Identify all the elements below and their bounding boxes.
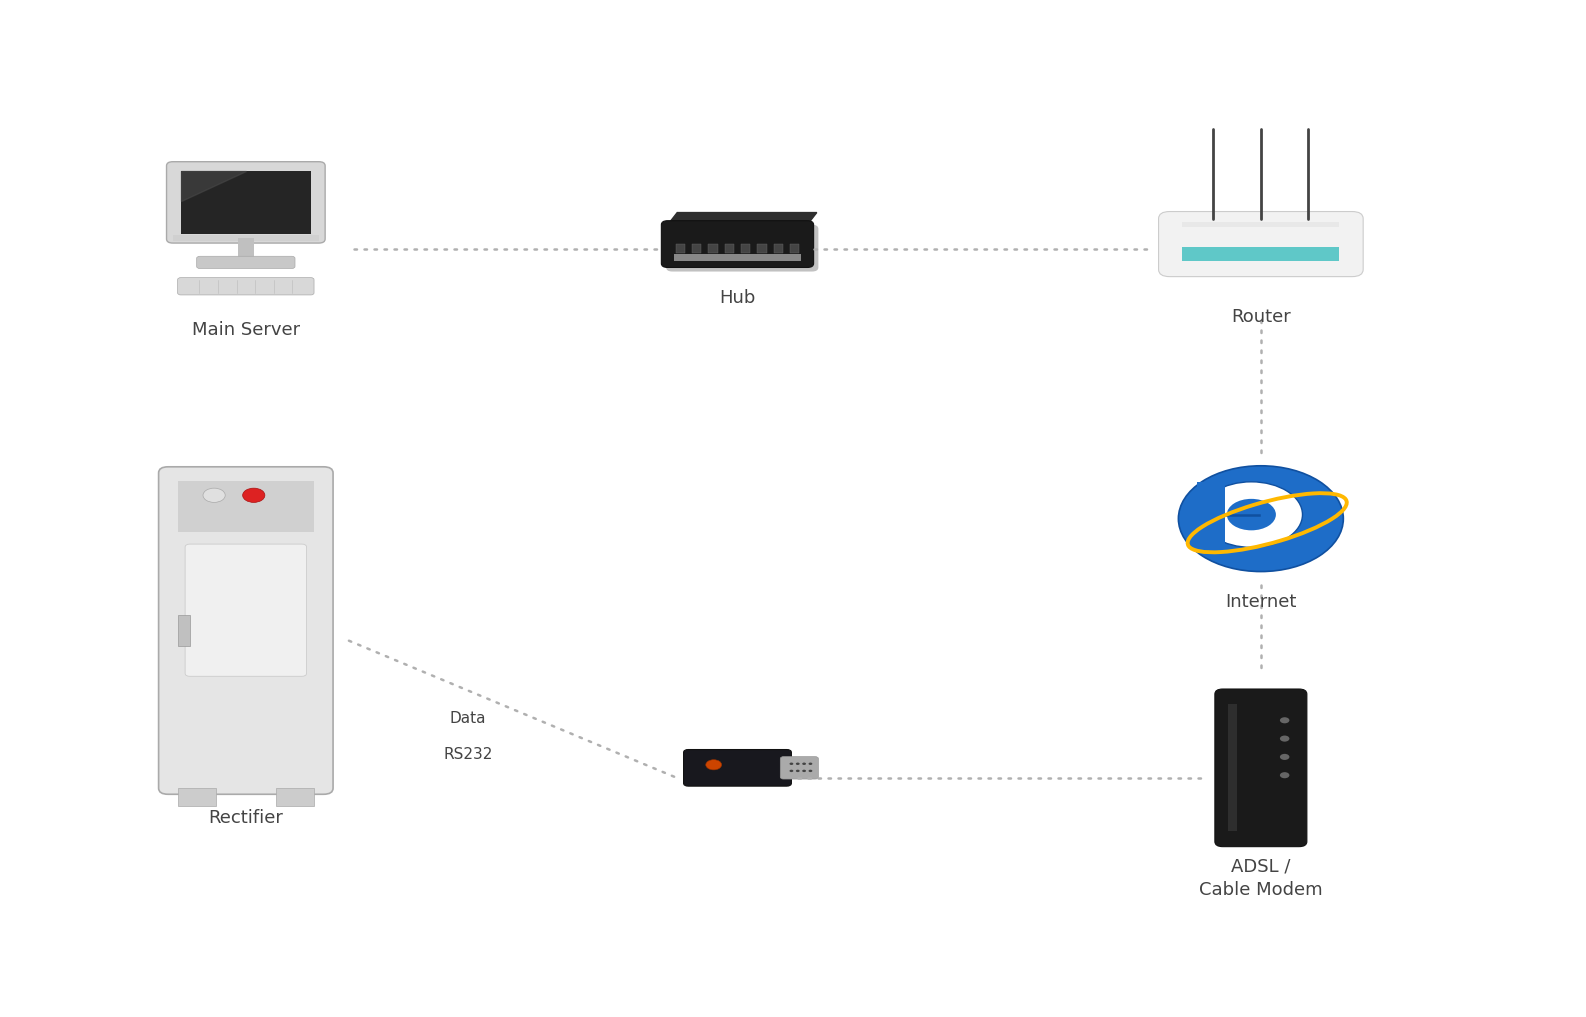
Circle shape	[790, 763, 793, 765]
FancyBboxPatch shape	[186, 544, 306, 676]
Circle shape	[1280, 754, 1289, 760]
Circle shape	[790, 770, 793, 772]
Text: Router: Router	[1231, 308, 1291, 326]
Bar	[774, 244, 783, 253]
Bar	[790, 244, 799, 253]
Circle shape	[1280, 772, 1289, 778]
Circle shape	[803, 763, 806, 765]
FancyBboxPatch shape	[159, 467, 333, 794]
Circle shape	[796, 763, 799, 765]
Bar	[1183, 222, 1339, 227]
Circle shape	[243, 488, 265, 502]
Bar	[178, 481, 314, 532]
Bar	[741, 244, 750, 253]
Circle shape	[796, 770, 799, 772]
Text: Data: Data	[449, 711, 487, 726]
Text: Internet: Internet	[1224, 593, 1297, 611]
Bar	[181, 171, 311, 234]
Bar	[276, 788, 314, 806]
Text: RS232: RS232	[442, 747, 493, 763]
Circle shape	[809, 770, 812, 772]
Polygon shape	[668, 213, 817, 225]
Bar	[757, 244, 766, 253]
Bar	[709, 244, 718, 253]
Circle shape	[809, 763, 812, 765]
Bar	[1228, 704, 1237, 832]
Bar	[178, 788, 216, 806]
Text: ADSL /
Cable Modem: ADSL / Cable Modem	[1199, 857, 1323, 899]
FancyBboxPatch shape	[684, 750, 791, 786]
FancyBboxPatch shape	[167, 162, 325, 243]
Circle shape	[706, 760, 722, 770]
FancyBboxPatch shape	[1215, 690, 1307, 846]
Bar	[1197, 482, 1224, 547]
FancyBboxPatch shape	[178, 278, 314, 295]
Bar	[1183, 247, 1339, 261]
Bar	[173, 235, 319, 241]
FancyBboxPatch shape	[661, 221, 814, 267]
Text: Hub: Hub	[720, 289, 755, 307]
Circle shape	[1201, 482, 1302, 547]
Polygon shape	[181, 171, 246, 201]
Bar	[691, 244, 701, 253]
FancyBboxPatch shape	[780, 757, 818, 779]
Bar	[674, 254, 801, 261]
Text: Rectifier: Rectifier	[208, 809, 284, 827]
FancyBboxPatch shape	[1158, 212, 1364, 277]
Text: Main Server: Main Server	[192, 321, 300, 340]
Bar	[676, 244, 685, 253]
Circle shape	[1280, 735, 1289, 741]
Bar	[238, 238, 254, 260]
Circle shape	[803, 770, 806, 772]
Circle shape	[203, 488, 225, 502]
FancyBboxPatch shape	[666, 225, 818, 272]
Bar	[725, 244, 734, 253]
FancyBboxPatch shape	[197, 256, 295, 268]
Circle shape	[1280, 717, 1289, 723]
Bar	[178, 615, 190, 646]
Circle shape	[1178, 466, 1343, 572]
Circle shape	[1228, 499, 1275, 530]
